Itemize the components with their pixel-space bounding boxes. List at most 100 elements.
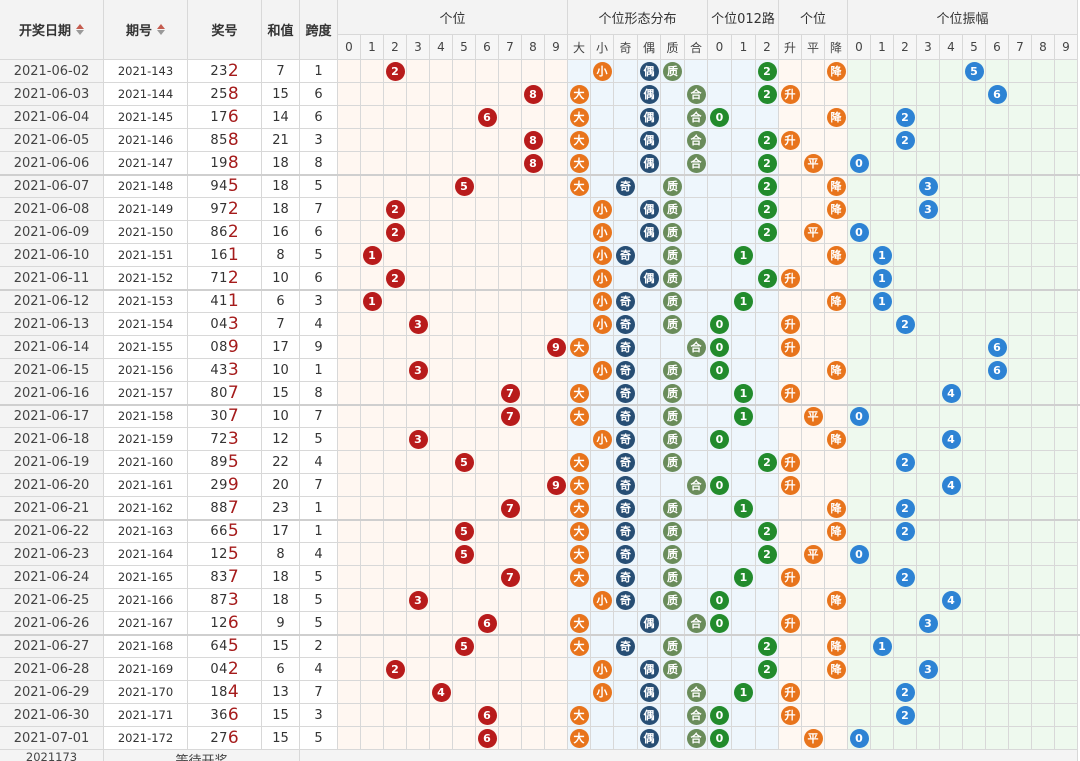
form-ball: 质 — [663, 544, 682, 564]
subheader-amp-3: 3 — [917, 35, 940, 60]
grid-cell: 质 — [661, 635, 685, 658]
row-sum: 21 — [262, 129, 300, 152]
grid-cell — [1055, 382, 1078, 405]
amp-ball: 3 — [918, 176, 938, 196]
grid-cell — [661, 83, 685, 106]
row-sum: 18 — [262, 198, 300, 221]
digit-ball: 2 — [385, 199, 405, 219]
grid-cell — [476, 267, 499, 290]
grid-cell: 小 — [591, 359, 614, 382]
form-ball: 偶 — [639, 107, 659, 127]
grid-cell — [338, 428, 361, 451]
amp-ball: 0 — [849, 153, 869, 173]
grid-cell — [963, 474, 986, 497]
row-span: 8 — [300, 152, 338, 175]
grid-cell: 大 — [568, 704, 591, 727]
grid-cell — [430, 428, 453, 451]
grid-cell — [917, 313, 940, 336]
grid-cell — [522, 244, 545, 267]
grid-cell — [568, 290, 591, 313]
grid-cell — [779, 290, 802, 313]
grid-cell — [963, 106, 986, 129]
grid-cell: 偶 — [638, 129, 661, 152]
grid-cell — [591, 474, 614, 497]
grid-cell — [638, 520, 661, 543]
grid-cell — [940, 60, 963, 83]
grid-cell — [940, 727, 963, 750]
row-number-prefix: 97 — [210, 201, 228, 217]
row-number-prefix: 43 — [210, 362, 228, 378]
row-date: 2021-06-22 — [0, 520, 104, 543]
grid-cell — [1055, 520, 1078, 543]
road-ball: 2 — [757, 61, 777, 81]
row-number-prefix: 25 — [210, 86, 228, 102]
grid-cell — [591, 336, 614, 359]
grid-cell — [591, 612, 614, 635]
grid-cell — [568, 60, 591, 83]
grid-cell: 降 — [825, 635, 848, 658]
grid-cell — [361, 681, 384, 704]
grid-cell — [361, 543, 384, 566]
grid-cell — [499, 267, 522, 290]
grid-cell — [1032, 382, 1055, 405]
row-issue: 2021-163 — [104, 520, 188, 543]
grid-cell: 1 — [732, 405, 756, 428]
grid-cell — [1055, 244, 1078, 267]
grid-cell — [522, 681, 545, 704]
row-sum: 6 — [262, 290, 300, 313]
grid-cell — [848, 612, 871, 635]
header-issue[interactable]: 期号 — [104, 0, 188, 60]
grid-cell — [779, 198, 802, 221]
row-number-prefix: 29 — [210, 477, 228, 493]
grid-cell: 升 — [779, 451, 802, 474]
grid-cell: 0 — [708, 106, 732, 129]
digit-ball: 7 — [500, 498, 520, 518]
row-number-prefix: 80 — [210, 385, 228, 401]
grid-cell — [986, 566, 1009, 589]
grid-cell — [963, 313, 986, 336]
grid-cell — [848, 129, 871, 152]
grid-cell — [848, 428, 871, 451]
grid-cell — [499, 198, 522, 221]
row-date: 2021-06-03 — [0, 83, 104, 106]
row-number-units: 6 — [227, 705, 239, 725]
grid-cell — [894, 727, 917, 750]
row-date: 2021-06-25 — [0, 589, 104, 612]
grid-cell — [963, 727, 986, 750]
row-date: 2021-06-18 — [0, 428, 104, 451]
sort-icon[interactable] — [157, 24, 165, 35]
grid-cell — [545, 152, 568, 175]
sort-icon[interactable] — [76, 24, 84, 35]
grid-cell — [917, 635, 940, 658]
grid-cell — [963, 635, 986, 658]
grid-cell — [708, 152, 732, 175]
grid-cell — [986, 152, 1009, 175]
grid-cell — [591, 451, 614, 474]
grid-cell: 0 — [708, 313, 732, 336]
form-ball: 小 — [592, 61, 612, 81]
grid-cell: 7 — [499, 405, 522, 428]
grid-cell: 4 — [940, 428, 963, 451]
grid-cell — [871, 405, 894, 428]
row-number-prefix: 12 — [210, 615, 228, 631]
grid-cell: 质 — [661, 267, 685, 290]
grid-cell — [848, 244, 871, 267]
header-date[interactable]: 开奖日期 — [0, 0, 104, 60]
grid-cell — [732, 474, 756, 497]
row-number-prefix: 36 — [210, 707, 228, 723]
grid-cell — [685, 589, 708, 612]
grid-cell — [685, 382, 708, 405]
row-number-units: 5 — [227, 521, 239, 541]
row-sum: 18 — [262, 175, 300, 198]
row-date: 2021-07-01 — [0, 727, 104, 750]
form-ball: 小 — [592, 429, 612, 449]
grid-cell — [756, 313, 779, 336]
grid-cell — [1009, 83, 1032, 106]
grid-cell — [802, 106, 825, 129]
grid-cell — [825, 704, 848, 727]
grid-cell — [708, 497, 732, 520]
grid-cell: 2 — [894, 106, 917, 129]
grid-cell — [825, 543, 848, 566]
subheader-form-1: 小 — [591, 35, 614, 60]
grid-cell: 合 — [685, 474, 708, 497]
